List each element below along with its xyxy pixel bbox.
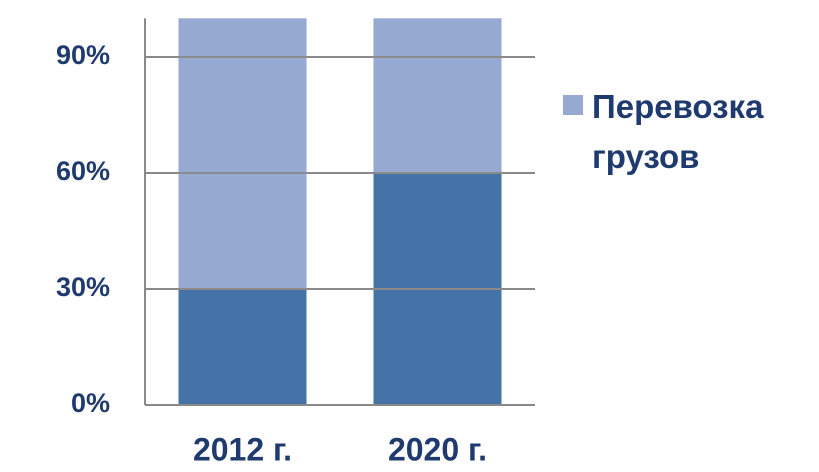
legend-label: Перевозка грузов: [592, 88, 764, 175]
legend-swatch: [563, 95, 583, 115]
y-tick-label: 90%: [56, 40, 110, 70]
bar-segment: [178, 289, 307, 405]
y-tick-label: 0%: [71, 388, 110, 418]
bar-segment: [373, 18, 502, 174]
bar-segment: [178, 18, 307, 289]
x-tick-label: 2020 г.: [388, 431, 487, 467]
y-tick-label: 30%: [56, 272, 110, 302]
x-tick-label: 2012 г.: [193, 431, 292, 467]
y-tick-label: 60%: [56, 156, 110, 186]
